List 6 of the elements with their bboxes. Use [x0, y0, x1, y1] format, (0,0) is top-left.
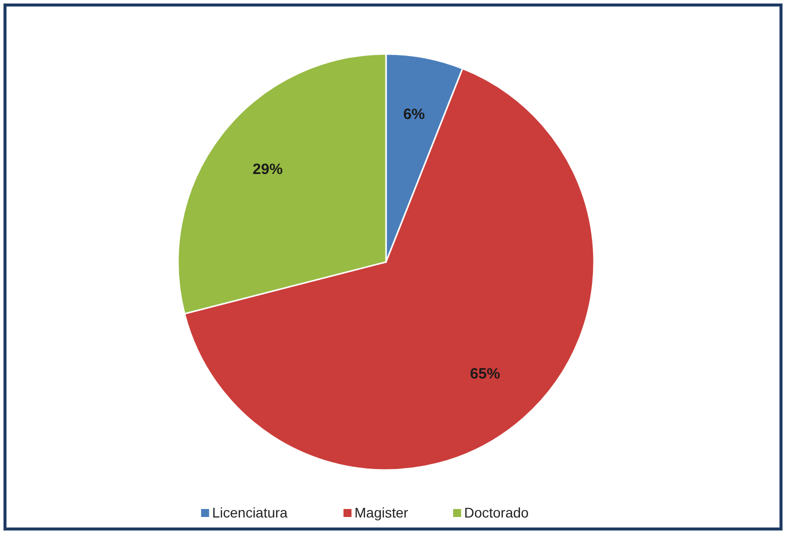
data-label: 65%: [470, 365, 500, 382]
legend-label: Doctorado: [464, 504, 529, 521]
data-label: 6%: [403, 106, 425, 123]
legend-label: Magister: [354, 504, 409, 521]
legend-label: Licenciatura: [212, 504, 288, 521]
data-label: 29%: [252, 161, 283, 178]
